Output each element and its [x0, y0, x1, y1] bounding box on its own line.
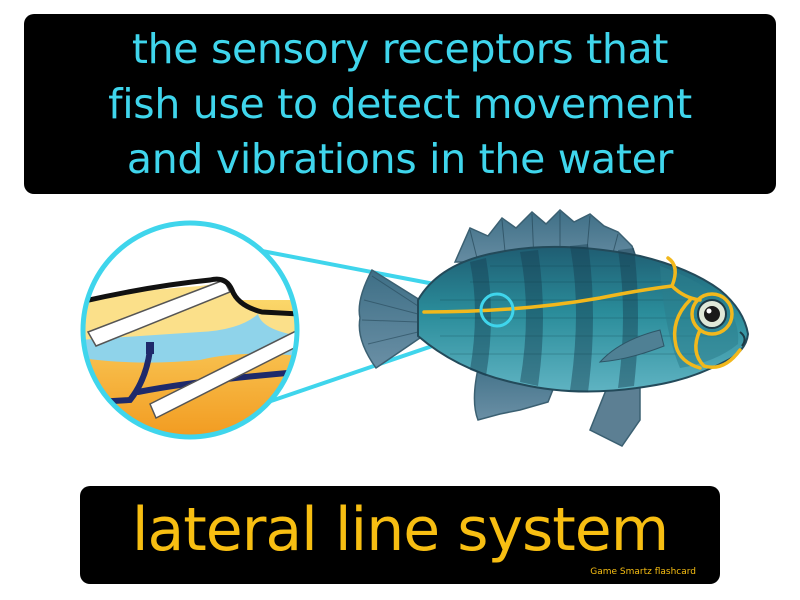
definition-line-1: the sensory receptors that: [131, 24, 669, 73]
term-box: lateral line system Game Smartz flashcar…: [80, 486, 720, 584]
fish: [358, 208, 750, 447]
definition-line-3: and vibrations in the water: [126, 134, 674, 183]
lateral-line-cross-section: [80, 220, 300, 440]
credit-label: Game Smartz flashcard: [590, 567, 696, 577]
definition-box: the sensory receptors that fish use to d…: [24, 14, 776, 194]
lateral-line: [422, 256, 742, 370]
definition-line-2: fish use to detect movement: [108, 79, 692, 128]
term-title: lateral line system: [131, 495, 669, 565]
zoom-highlight-circle: [479, 292, 515, 328]
